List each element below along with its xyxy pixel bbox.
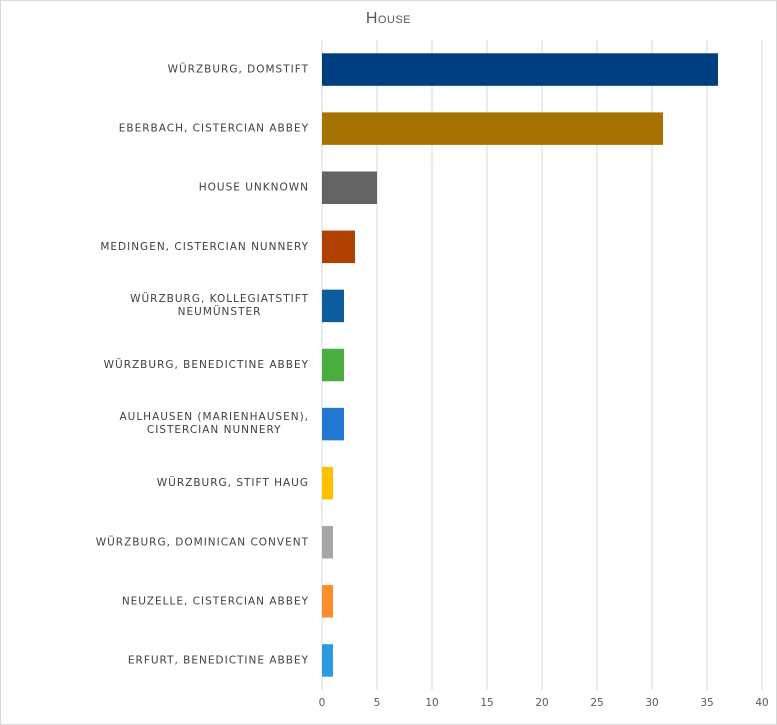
bar xyxy=(322,526,333,559)
category-labels: Würzburg, Domstift Eberbach, Cistercian a… xyxy=(96,63,309,667)
chart-title: House xyxy=(365,10,412,27)
bar xyxy=(322,289,344,323)
x-tick-label: 5 xyxy=(374,697,381,709)
x-tick-labels: 0 5 10 15 20 25 30 35 40 xyxy=(319,697,769,709)
category-label: Erfurt, Benedictine abbey xyxy=(128,654,309,666)
x-tick-label: 40 xyxy=(755,697,768,709)
category-label: Würzburg, Domstift xyxy=(168,63,309,76)
category-label: Würzburg, Kollegiatstift Neumünster xyxy=(130,292,309,318)
x-tick-label: 10 xyxy=(425,697,438,709)
x-tick-label: 0 xyxy=(319,697,326,709)
bar xyxy=(322,644,333,677)
category-label: Eberbach, Cistercian abbey xyxy=(119,123,309,135)
bar xyxy=(322,348,344,382)
bar xyxy=(322,407,344,441)
bar xyxy=(322,466,333,500)
x-tick-label: 25 xyxy=(590,697,603,709)
gridlines xyxy=(321,40,763,690)
category-label: Medingen, Cistercian nunnery xyxy=(100,241,309,253)
category-label: Würzburg, Dominican convent xyxy=(96,535,309,548)
bar xyxy=(322,112,663,145)
category-label: Neuzelle, Cistercian abbey xyxy=(122,595,309,607)
category-label: Würzburg, Benedictine abbey xyxy=(104,358,309,371)
x-tick-label: 30 xyxy=(645,697,658,709)
x-tick-label: 15 xyxy=(480,697,493,709)
x-tick-label: 20 xyxy=(535,697,548,709)
category-label: House unknown xyxy=(199,182,309,194)
bar xyxy=(322,53,718,86)
bar xyxy=(322,230,355,264)
category-label: Aulhausen (Marienhausen), Cistercian nunn… xyxy=(119,411,309,436)
category-label: Würzburg, Stift Haug xyxy=(157,476,309,489)
bars xyxy=(322,53,718,677)
x-tick-label: 35 xyxy=(700,697,713,709)
bar xyxy=(322,171,377,204)
bar xyxy=(322,585,333,618)
